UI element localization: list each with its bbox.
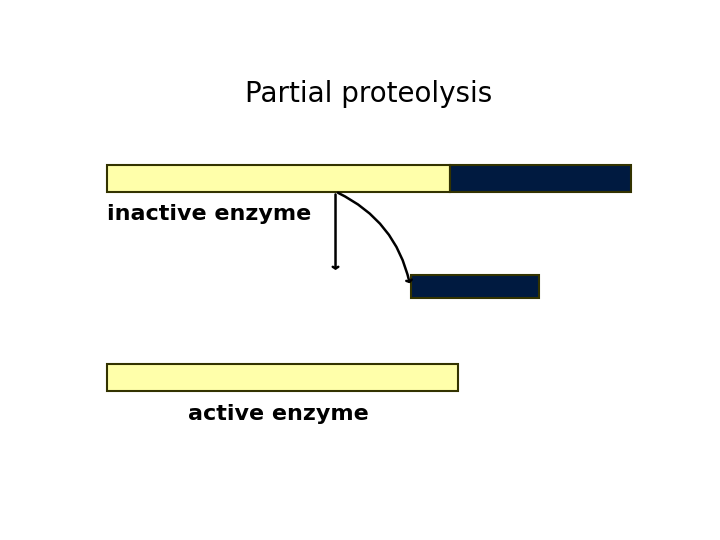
Bar xyxy=(107,165,450,192)
Text: active enzyme: active enzyme xyxy=(188,404,369,424)
Text: inactive enzyme: inactive enzyme xyxy=(107,204,311,224)
Text: Partial proteolysis: Partial proteolysis xyxy=(246,80,492,108)
Bar xyxy=(411,275,539,298)
Bar xyxy=(107,364,459,391)
Bar xyxy=(450,165,631,192)
